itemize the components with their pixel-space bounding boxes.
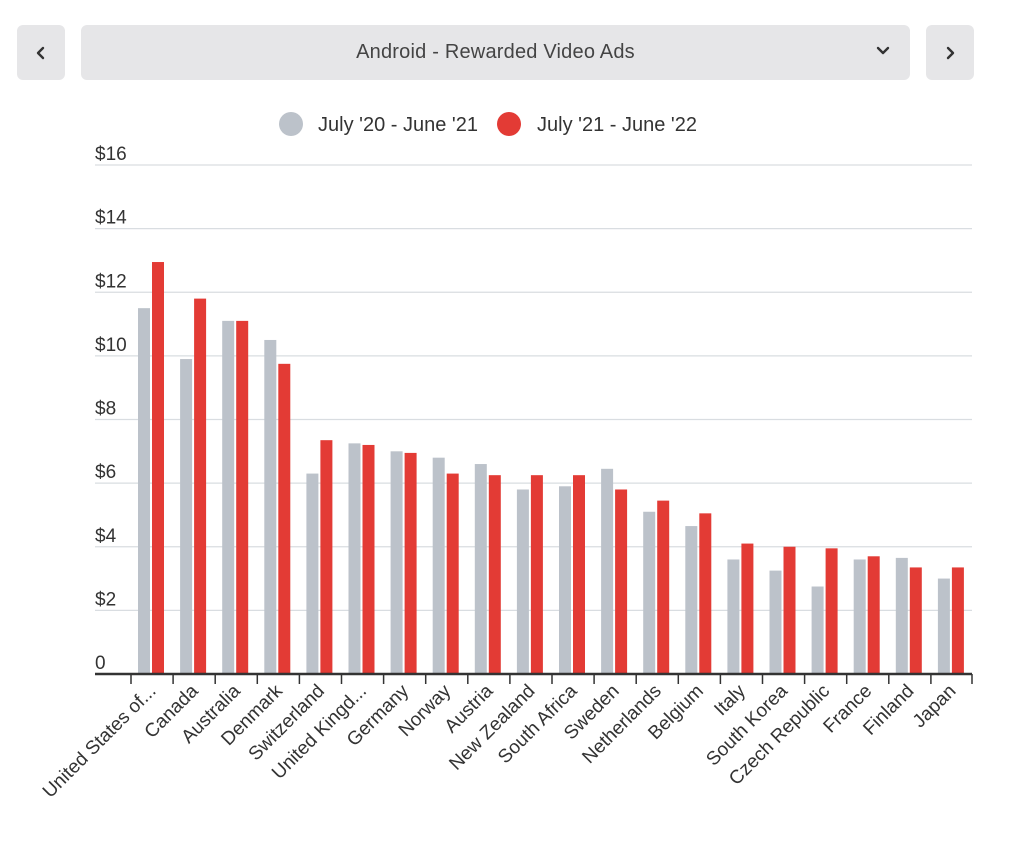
bar	[601, 468, 614, 674]
bar	[138, 308, 150, 674]
y-tick-label: $6	[95, 462, 116, 483]
bar	[236, 320, 249, 674]
bar	[222, 320, 235, 674]
chart-selector-dropdown[interactable]: Android - Rewarded Video Ads	[81, 25, 910, 80]
bar	[446, 473, 459, 674]
legend-marker	[279, 112, 303, 136]
chevron-down-icon	[876, 46, 890, 55]
bar	[488, 475, 501, 674]
bar	[559, 486, 571, 674]
bar	[657, 500, 670, 674]
chevron-left-icon	[36, 46, 45, 59]
bar	[783, 546, 796, 674]
bar	[180, 359, 193, 674]
y-tick-label: $12	[95, 271, 127, 292]
y-tick-label: $14	[95, 208, 127, 229]
bar	[825, 548, 838, 674]
bar	[951, 567, 964, 674]
bar	[895, 557, 908, 674]
bar	[390, 451, 403, 674]
bar	[348, 443, 361, 674]
y-tick-label: $10	[95, 335, 127, 356]
bar	[264, 339, 277, 674]
previous-button[interactable]	[17, 25, 65, 80]
bar	[909, 567, 922, 674]
bar	[362, 444, 375, 674]
y-tick-label: 0	[95, 653, 106, 674]
y-tick-label: $8	[95, 399, 116, 420]
bar	[699, 513, 712, 674]
legend-label: July '21 - June '22	[537, 114, 697, 136]
bar	[811, 586, 824, 674]
bar	[306, 473, 319, 674]
bar	[643, 511, 656, 674]
legend-label: July '20 - June '21	[318, 114, 478, 136]
bar	[853, 559, 866, 674]
x-tick-label: Japan	[909, 681, 960, 732]
bar	[937, 578, 950, 674]
legend-marker	[497, 112, 521, 136]
bar	[152, 262, 164, 674]
y-tick-label: $16	[95, 144, 127, 165]
next-button[interactable]	[926, 25, 974, 80]
bar	[741, 543, 754, 674]
bar	[474, 464, 487, 674]
bar	[530, 475, 543, 674]
bar	[573, 475, 585, 674]
bar	[769, 570, 782, 674]
bar	[727, 559, 740, 674]
bar	[685, 526, 698, 674]
bar	[404, 452, 417, 674]
selector-label: Android - Rewarded Video Ads	[356, 41, 635, 63]
bar	[194, 298, 207, 674]
y-tick-label: $2	[95, 589, 116, 610]
bar	[278, 363, 291, 674]
bar	[320, 440, 333, 674]
bar	[867, 556, 880, 674]
bar	[615, 489, 628, 674]
bar	[516, 489, 529, 674]
chevron-right-icon	[946, 46, 955, 59]
bar	[432, 457, 445, 674]
x-tick-label: United States of...	[39, 681, 161, 803]
y-tick-label: $4	[95, 526, 117, 547]
